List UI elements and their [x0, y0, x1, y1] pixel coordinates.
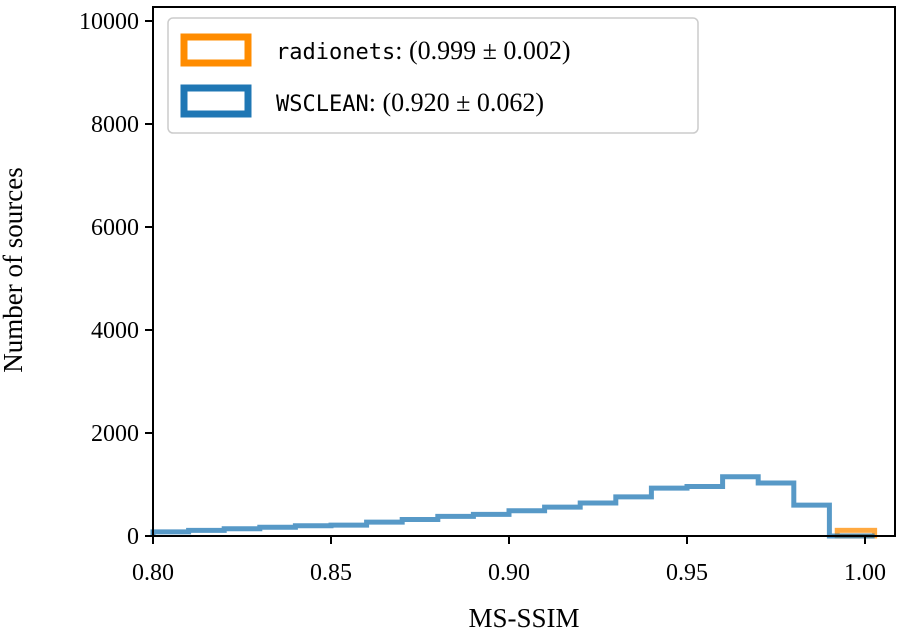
legend-colon: :: [395, 36, 409, 65]
y-tick-label: 4000: [91, 318, 139, 344]
x-tick-label: 1.00: [844, 560, 886, 586]
y-tick-label: 8000: [91, 112, 139, 138]
plot-frame: [152, 6, 896, 537]
legend-entry-wsclean: WSCLEAN: (0.920 ± 0.062): [276, 88, 544, 117]
y-axis-title: Number of sources: [0, 167, 28, 372]
legend-entry-radionets: radionets: (0.999 ± 0.002): [276, 36, 571, 65]
x-tick-label: 0.85: [310, 560, 352, 586]
legend-swatch-wsclean: [180, 84, 252, 118]
legend: radionets: (0.999 ± 0.002) WSCLEAN: (0.9…: [167, 17, 699, 134]
y-axis: 0 2000 4000 6000 8000 10000: [79, 9, 153, 550]
y-tick-label: 0: [127, 524, 139, 550]
wsclean-step-outline: [150, 474, 875, 539]
x-tick-label: 0.80: [132, 560, 174, 586]
legend-colon: :: [369, 88, 383, 117]
y-tick-label: 10000: [79, 9, 139, 35]
x-axis-title: MS-SSIM: [468, 603, 579, 633]
legend-label-radionets: radionets: [276, 40, 395, 65]
legend-stat-radionets: (0.999 ± 0.002): [409, 36, 571, 65]
x-tick-label: 0.90: [488, 560, 530, 586]
legend-swatch-radionets: [180, 33, 252, 67]
y-tick-label: 6000: [91, 215, 139, 241]
legend-box: [167, 17, 699, 134]
y-tick-label: 2000: [91, 421, 139, 447]
x-axis: 0.80 0.85 0.90 0.95 1.00: [132, 536, 886, 586]
legend-label-wsclean: WSCLEAN: [276, 92, 369, 117]
x-tick-label: 0.95: [666, 560, 708, 586]
legend-stat-wsclean: (0.920 ± 0.062): [382, 88, 544, 117]
wsclean-series-line: [150, 474, 875, 539]
